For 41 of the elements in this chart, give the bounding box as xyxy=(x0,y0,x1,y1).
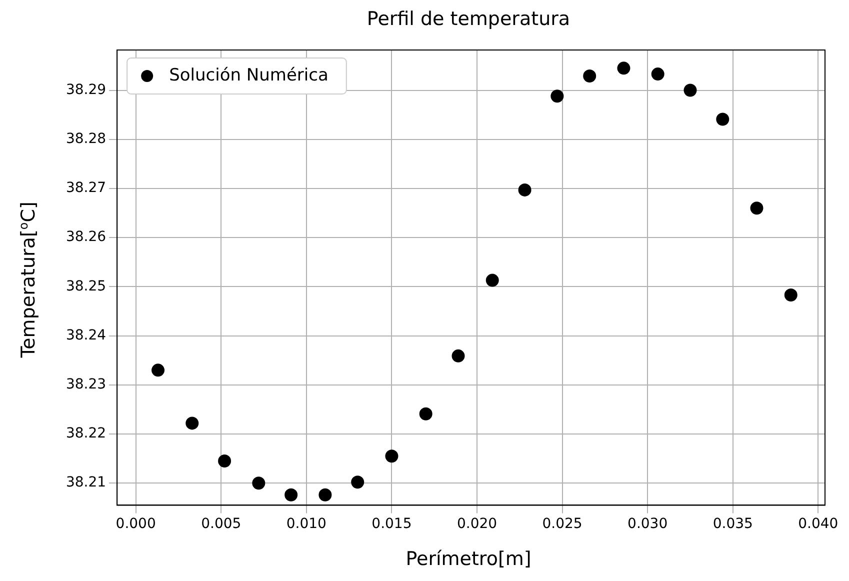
point xyxy=(252,476,266,490)
point xyxy=(550,90,564,103)
point xyxy=(351,476,364,489)
x-axis-title: Perímetro[m] xyxy=(404,548,532,570)
point xyxy=(419,407,432,420)
point xyxy=(452,349,465,362)
point xyxy=(186,416,199,430)
point xyxy=(385,450,398,463)
y-tick-label: 38.25 xyxy=(66,278,106,294)
y-tick-label: 38.27 xyxy=(66,180,106,196)
x-tick-label: 0.010 xyxy=(286,516,326,532)
y-tick-label: 38.22 xyxy=(66,426,106,442)
point xyxy=(684,84,697,97)
y-tick-label: 38.29 xyxy=(66,82,106,98)
x-tick-label: 0.040 xyxy=(798,516,838,532)
y-tick-label: 38.21 xyxy=(66,474,106,491)
point xyxy=(583,70,596,83)
point xyxy=(518,183,532,196)
chart-title: Perfil de temperatura xyxy=(366,8,572,30)
point xyxy=(651,68,664,81)
x-tick-label: 0.000 xyxy=(116,516,156,532)
point xyxy=(617,62,630,75)
point xyxy=(486,274,499,287)
y-tick-label: 38.24 xyxy=(66,327,106,344)
point xyxy=(750,202,764,215)
point xyxy=(152,364,165,377)
point xyxy=(218,454,232,468)
x-tick-label: 0.025 xyxy=(542,516,582,532)
point xyxy=(716,112,730,126)
point xyxy=(318,488,332,502)
x-tick-label: 0.005 xyxy=(201,516,242,532)
point xyxy=(784,288,798,302)
x-tick-label: 0.035 xyxy=(712,516,753,532)
y-tick-label: 38.26 xyxy=(66,229,106,246)
y-tick-label: 38.23 xyxy=(66,376,106,393)
point xyxy=(284,488,298,502)
x-tick-label: 0.020 xyxy=(456,516,498,532)
y-tick-label: 38.28 xyxy=(66,131,106,148)
x-tick-label: 0.030 xyxy=(628,516,668,532)
x-tick-label: 0.015 xyxy=(372,516,412,532)
legend-label: Solución Numérica xyxy=(169,65,328,86)
